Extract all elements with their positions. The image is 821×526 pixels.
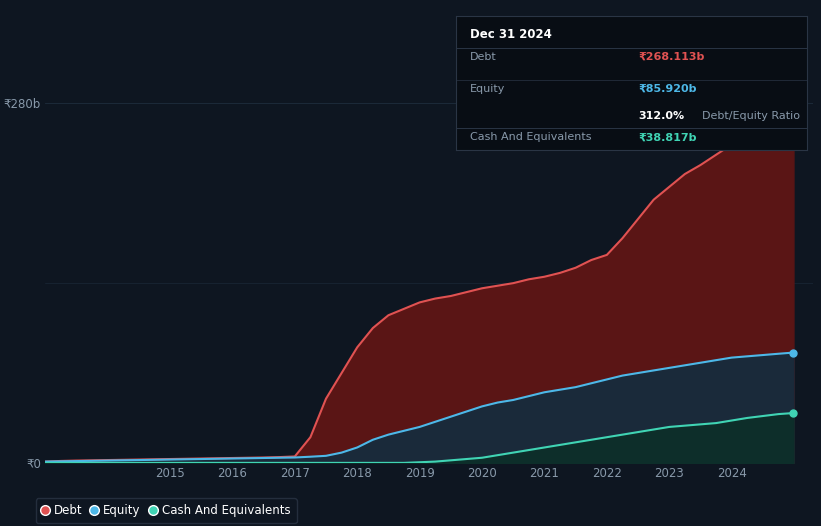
- Text: Debt: Debt: [470, 52, 497, 62]
- Text: ₹85.920b: ₹85.920b: [639, 84, 697, 94]
- Text: ₹268.113b: ₹268.113b: [639, 52, 704, 62]
- Text: Debt/Equity Ratio: Debt/Equity Ratio: [702, 111, 800, 121]
- Text: 312.0%: 312.0%: [639, 111, 685, 121]
- Legend: Debt, Equity, Cash And Equivalents: Debt, Equity, Cash And Equivalents: [35, 499, 296, 523]
- Text: ₹38.817b: ₹38.817b: [639, 133, 697, 143]
- Text: Cash And Equivalents: Cash And Equivalents: [470, 133, 591, 143]
- Text: Equity: Equity: [470, 84, 505, 94]
- Text: Dec 31 2024: Dec 31 2024: [470, 28, 552, 41]
